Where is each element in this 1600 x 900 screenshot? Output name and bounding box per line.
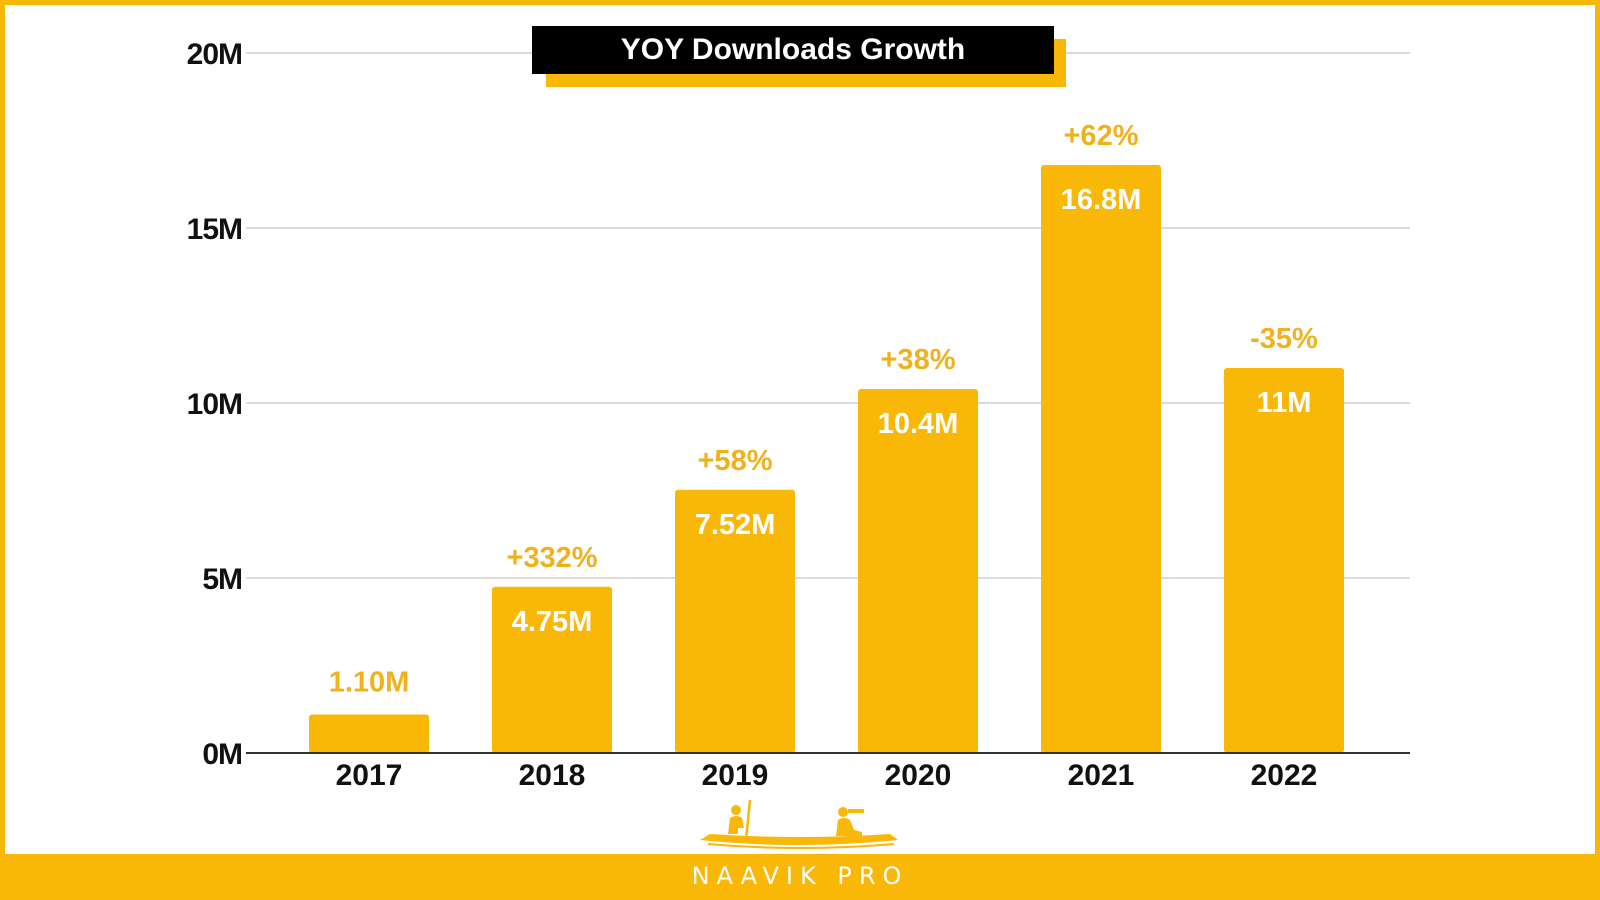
value-label: 16.8M [1061, 184, 1142, 216]
value-label: 11M [1257, 387, 1312, 419]
bar [309, 714, 429, 753]
growth-label: +62% [1064, 120, 1139, 152]
bar [492, 586, 612, 753]
bar [1224, 368, 1344, 753]
brand-name: NAAVIK PRO [691, 862, 909, 890]
bar [858, 389, 978, 753]
growth-label: +332% [506, 542, 597, 574]
x-tick-label: 2022 [1251, 759, 1318, 792]
bar [675, 489, 795, 753]
y-tick-label: 20M [187, 38, 242, 71]
y-tick-label: 5M [202, 563, 242, 596]
value-label: 7.52M [695, 509, 776, 541]
bar [1041, 165, 1161, 753]
grid-lines [246, 52, 1410, 579]
y-tick-label: 15M [187, 213, 242, 246]
y-axis-ticks: 0M 5M 10M 15M 20M [187, 38, 243, 771]
bar-labels: 1.10M 4.75M +332% 7.52M +58% 10.4M +38% 16.8M +6… [329, 120, 1318, 699]
growth-label: +58% [698, 445, 773, 477]
footer-band [0, 854, 1600, 900]
x-tick-label: 2018 [519, 759, 586, 792]
x-tick-label: 2019 [702, 759, 769, 792]
x-axis-ticks: 2017 2018 2019 2020 2021 2022 [336, 759, 1318, 792]
growth-label: +38% [881, 344, 956, 376]
value-label: 10.4M [878, 408, 959, 440]
y-tick-label: 0M [202, 738, 242, 771]
growth-label: -35% [1250, 323, 1318, 355]
value-label: 1.10M [329, 667, 410, 699]
y-tick-label: 10M [187, 388, 242, 421]
bars [309, 165, 1344, 753]
boat-logo-icon [700, 800, 898, 849]
chart-title: YOY Downloads Growth [532, 26, 1054, 74]
value-label: 4.75M [512, 606, 593, 638]
x-tick-label: 2020 [885, 759, 952, 792]
x-tick-label: 2021 [1068, 759, 1135, 792]
x-tick-label: 2017 [336, 759, 403, 792]
